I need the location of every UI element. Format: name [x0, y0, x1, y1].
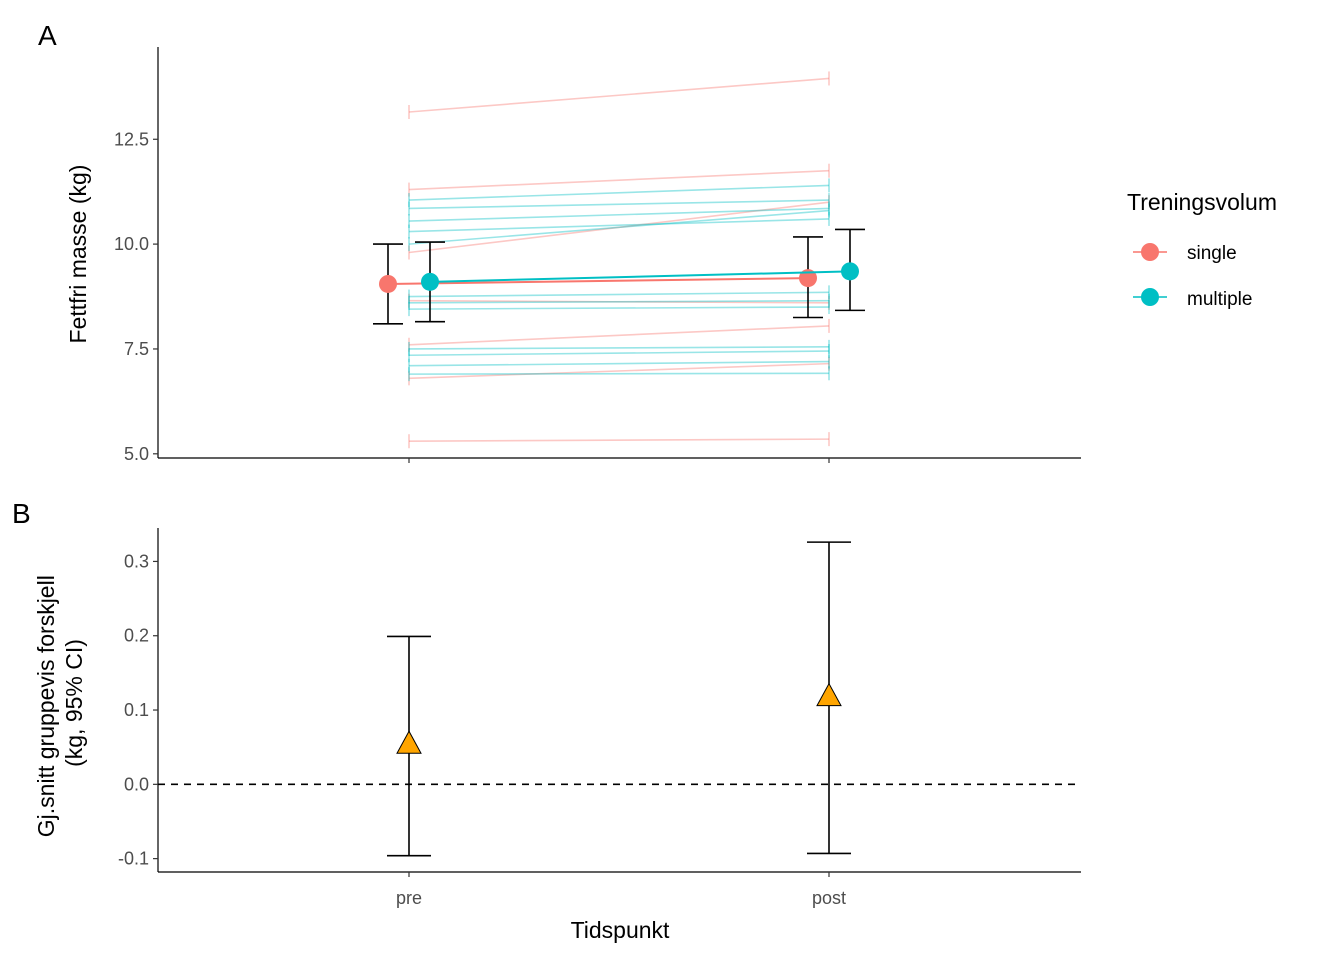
- panel-a-y-axis-title: Fettfri masse (kg): [65, 165, 91, 344]
- mean-point-multiple: [421, 272, 439, 291]
- individual-lines: [408, 71, 830, 449]
- individual-line: [408, 209, 830, 245]
- panel-b-y-axis-title: Gj.snitt gruppevis forskjell (kg, 95% CI…: [33, 569, 87, 837]
- panel-a-y-axis: 5.0 7.5 10.0 12.5: [114, 47, 159, 464]
- individual-line: [408, 306, 830, 310]
- legend-label-multiple: multiple: [1187, 289, 1252, 310]
- individual-line: [408, 201, 830, 254]
- panel-b-y-axis-title-line2: (kg, 95% CI): [61, 639, 87, 767]
- y-tick-label: 7.5: [124, 339, 149, 359]
- y-tick-label: 10.0: [114, 234, 149, 254]
- individual-line: [408, 346, 830, 350]
- individual-line: [408, 77, 830, 113]
- panel-b-y-axis-title-line1: Gj.snitt gruppevis forskjell: [33, 575, 59, 837]
- y-tick-label: 12.5: [114, 129, 149, 149]
- panel-b-x-axis: pre post: [158, 871, 1081, 908]
- mean-point-single: [799, 269, 817, 288]
- x-tick-label: post: [812, 888, 846, 908]
- legend-key-point: [1141, 243, 1159, 261]
- individual-line: [408, 207, 830, 222]
- panel-b: B Gj.snitt gruppevis forskjell (kg, 95% …: [12, 498, 1081, 943]
- legend-key-point: [1141, 288, 1159, 306]
- individual-line: [408, 218, 830, 233]
- individual-line: [408, 325, 830, 346]
- y-tick-label: 5.0: [124, 444, 149, 464]
- x-tick-label: pre: [396, 888, 422, 908]
- panel-a-x-axis: [158, 457, 1081, 463]
- y-tick-label: 0.0: [124, 774, 149, 794]
- mean-line-multiple: [429, 270, 851, 283]
- individual-line: [408, 169, 830, 191]
- legend: Treningsvolum single multiple: [1127, 189, 1277, 310]
- y-tick-label: 0.3: [124, 551, 149, 571]
- individual-line: [408, 299, 830, 304]
- y-tick-label: 0.2: [124, 626, 149, 646]
- individual-line: [408, 350, 830, 357]
- panel-b-tag: B: [12, 498, 31, 529]
- legend-label-single: single: [1187, 243, 1237, 264]
- legend-item-single: single: [1133, 243, 1237, 264]
- panel-a: A Fettfri masse (kg) 5.0 7.5 10.0 12.5: [38, 20, 1081, 464]
- individual-line: [408, 184, 830, 201]
- individual-line: [408, 360, 830, 367]
- y-tick-label: 0.1: [124, 700, 149, 720]
- difference-estimate-triangle: [396, 730, 422, 754]
- panel-b-y-axis: -0.1 0.0 0.1 0.2 0.3: [118, 528, 159, 872]
- y-tick-label: -0.1: [118, 849, 149, 869]
- mean-line-single: [387, 277, 809, 285]
- x-axis-title: Tidspunkt: [571, 917, 670, 943]
- mean-point-single: [379, 274, 397, 293]
- individual-line: [408, 372, 830, 375]
- individual-line: [408, 199, 830, 210]
- group-summary: [373, 228, 865, 325]
- legend-title: Treningsvolum: [1127, 189, 1277, 215]
- mean-point-multiple: [841, 262, 859, 281]
- individual-line: [408, 438, 830, 443]
- individual-line: [408, 362, 830, 380]
- legend-item-multiple: multiple: [1133, 288, 1252, 310]
- difference-estimate-triangle: [816, 682, 842, 707]
- individual-line: [408, 291, 830, 298]
- panel-a-tag: A: [38, 20, 57, 51]
- individual-line: [408, 299, 830, 304]
- difference-estimates: [158, 541, 1081, 857]
